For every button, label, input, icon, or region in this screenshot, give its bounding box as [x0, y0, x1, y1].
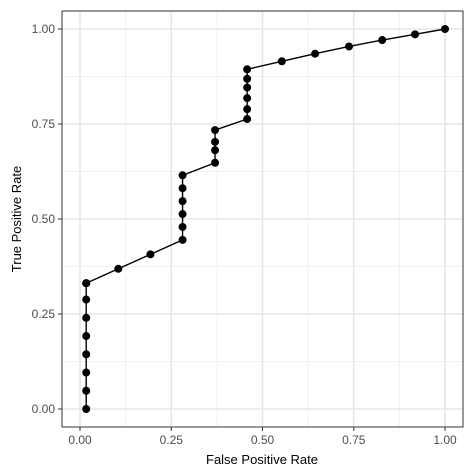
roc-point [178, 222, 187, 231]
roc-point [243, 94, 252, 103]
roc-point [211, 126, 220, 135]
roc-point [114, 264, 123, 273]
roc-point [243, 74, 252, 83]
roc-point [82, 386, 91, 395]
x-tick-label: 0.75 [342, 433, 366, 447]
roc-point [441, 25, 449, 33]
y-tick-label: 1.00 [32, 22, 56, 36]
roc-points [82, 25, 449, 413]
roc-point [211, 146, 220, 155]
y-tick-label: 0.50 [32, 212, 56, 226]
x-tick-label: 0.50 [251, 433, 275, 447]
x-tick-label: 0.00 [68, 433, 92, 447]
roc-point [82, 313, 91, 322]
x-axis-title: False Positive Rate [206, 452, 318, 467]
roc-point [243, 105, 252, 114]
y-tick-label: 0.75 [32, 117, 56, 131]
roc-point [411, 30, 420, 39]
y-axis-ticks: 0.00 0.25 0.50 0.75 1.00 [32, 22, 62, 416]
roc-point [178, 197, 187, 206]
x-axis-ticks: 0.00 0.25 0.50 0.75 1.00 [68, 427, 457, 447]
roc-point [82, 405, 91, 413]
roc-point [82, 279, 91, 288]
roc-point [243, 115, 252, 124]
roc-point [345, 42, 354, 51]
roc-point [211, 137, 220, 146]
y-tick-label: 0.25 [32, 307, 56, 321]
major-gridlines [62, 11, 463, 427]
roc-point [211, 158, 220, 167]
y-tick-label: 0.00 [32, 402, 56, 416]
roc-point [82, 350, 91, 359]
roc-point [311, 49, 320, 58]
roc-point [82, 332, 91, 341]
roc-point [178, 184, 187, 193]
roc-point [178, 210, 187, 219]
roc-point [178, 171, 187, 180]
roc-point [146, 250, 155, 259]
roc-point [243, 83, 252, 92]
roc-point [243, 65, 252, 74]
y-axis-title: True Positive Rate [9, 166, 24, 272]
roc-point [277, 57, 286, 66]
roc-point [82, 368, 91, 377]
roc-point [178, 235, 187, 244]
roc-point [378, 36, 387, 45]
x-tick-label: 0.25 [160, 433, 184, 447]
roc-point [82, 295, 91, 304]
x-tick-label: 1.00 [433, 433, 457, 447]
